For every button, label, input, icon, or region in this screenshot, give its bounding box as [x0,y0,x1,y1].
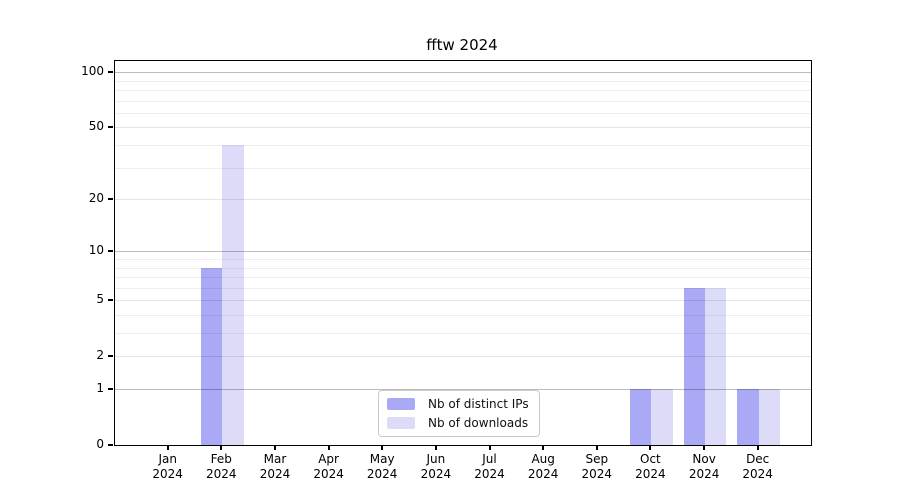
gridline-major [115,389,811,390]
x-tick [381,445,384,450]
gridline-minor [115,333,811,334]
y-tick [108,443,113,446]
plot-area [114,60,812,446]
legend-label-downloads: Nb of downloads [428,416,529,430]
legend-label-distinct-ips: Nb of distinct IPs [428,397,529,411]
gridline-minor [115,100,811,102]
bar-downloads [705,287,727,445]
legend-row-distinct-ips: Nb of distinct IPs [387,397,529,411]
x-tick-label: Oct 2024 [635,452,666,481]
gridline-minor [115,112,811,114]
x-tick [595,445,598,450]
y-tick [108,70,113,73]
x-tick [703,445,706,450]
x-tick [649,445,652,450]
y-tick-label: 5 [96,292,104,307]
legend-row-downloads: Nb of downloads [387,416,529,430]
gridline-major [115,300,811,302]
x-tick [488,445,491,450]
x-tick-label: Mar 2024 [259,452,291,481]
x-tick [166,445,169,450]
y-tick-label: 10 [88,243,104,258]
gridline-minor [115,167,811,169]
y-tick-label: 1 [96,381,104,395]
gridline-minor [115,277,811,278]
bar-downloads [222,145,244,445]
bar-downloads [758,389,780,445]
x-tick [434,445,437,450]
x-tick [327,445,330,450]
gridline-major [115,127,811,129]
x-tick-label: Feb 2024 [206,452,237,481]
x-tick-label: Sep 2024 [581,452,613,481]
gridline-major [115,251,811,253]
y-tick-label: 20 [88,191,104,206]
bar-distinct-ips [737,389,759,445]
x-tick-label: Dec 2024 [742,452,773,481]
gridline-minor [115,259,811,260]
y-tick [108,197,113,200]
gridline-minor [115,90,811,91]
x-tick [220,445,223,450]
gridline-major [115,199,811,201]
y-tick [108,298,113,301]
y-tick [108,249,113,252]
x-tick-label: Apr 2024 [313,452,344,481]
gridline-minor [115,315,811,316]
y-tick [108,387,113,390]
chart-title: fftw 2024 [426,36,498,54]
y-tick-label: 100 [81,64,104,79]
gridline-minor [115,287,811,289]
legend-swatch-downloads-icon [387,417,415,429]
bar-distinct-ips [630,389,652,445]
gridline-minor [115,80,811,82]
legend: Nb of distinct IPs Nb of downloads [378,390,540,437]
x-tick-label: May 2024 [366,452,398,481]
x-tick-label: Aug 2024 [527,452,559,481]
y-tick [108,354,113,357]
y-tick-label: 2 [96,348,104,363]
bar-distinct-ips [683,287,706,445]
gridline-minor [115,267,811,269]
x-tick-label: Nov 2024 [688,452,720,481]
y-tick-label: 50 [88,119,104,134]
x-tick-label: Jun 2024 [420,452,452,481]
bar-downloads [651,389,673,445]
x-tick [542,445,545,450]
gridline-major [115,72,811,74]
legend-swatch-distinct-ips-icon [387,398,415,410]
y-tick-label: 0 [96,437,104,451]
y-tick [108,125,113,128]
x-tick-label: Jan 2024 [152,452,183,481]
gridline-minor [115,145,811,146]
x-tick [274,445,276,450]
x-tick-label: Jul 2024 [474,452,505,481]
x-tick [756,445,759,450]
gridline-major [115,356,811,358]
bar-distinct-ips [201,267,223,445]
